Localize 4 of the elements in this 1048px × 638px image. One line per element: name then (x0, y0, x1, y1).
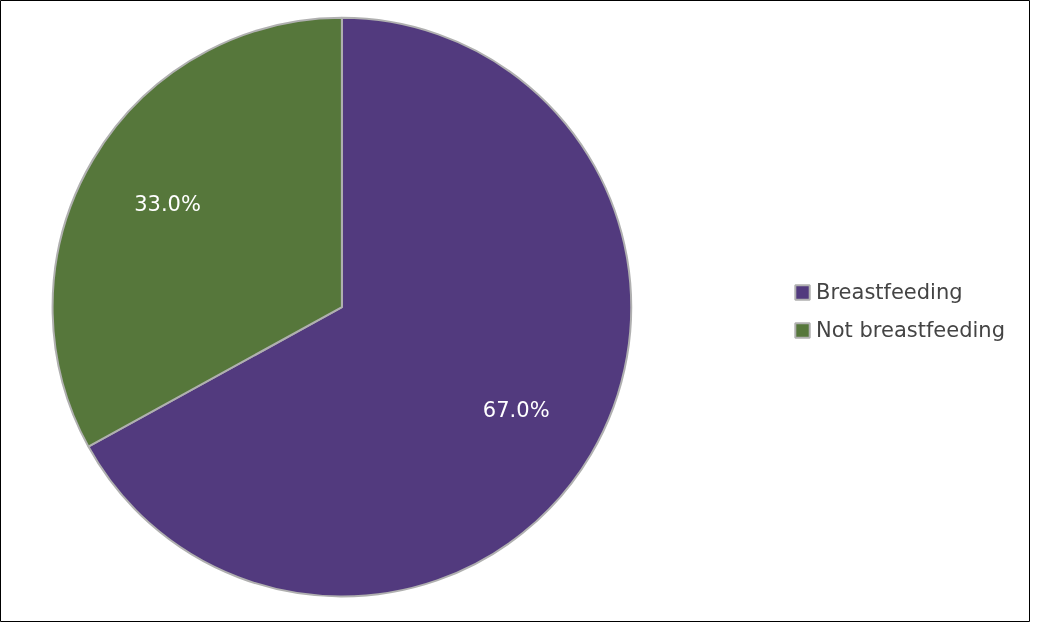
legend-label: Breastfeeding (816, 280, 963, 304)
data-label: 67.0% (482, 398, 550, 423)
data-label: 33.0% (134, 192, 201, 217)
legend-label: Not breastfeeding (816, 318, 1005, 342)
